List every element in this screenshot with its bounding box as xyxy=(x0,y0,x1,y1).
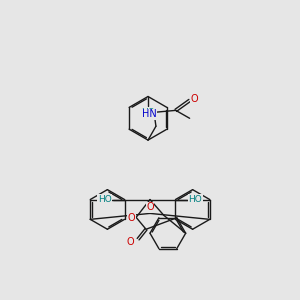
Text: HO: HO xyxy=(188,195,202,204)
Text: HO: HO xyxy=(98,195,112,204)
Text: HN: HN xyxy=(142,109,156,119)
Text: O: O xyxy=(128,213,135,224)
Text: HO: HO xyxy=(141,108,155,117)
Text: O: O xyxy=(146,202,154,212)
Text: O: O xyxy=(191,94,198,104)
Text: O: O xyxy=(126,237,134,247)
